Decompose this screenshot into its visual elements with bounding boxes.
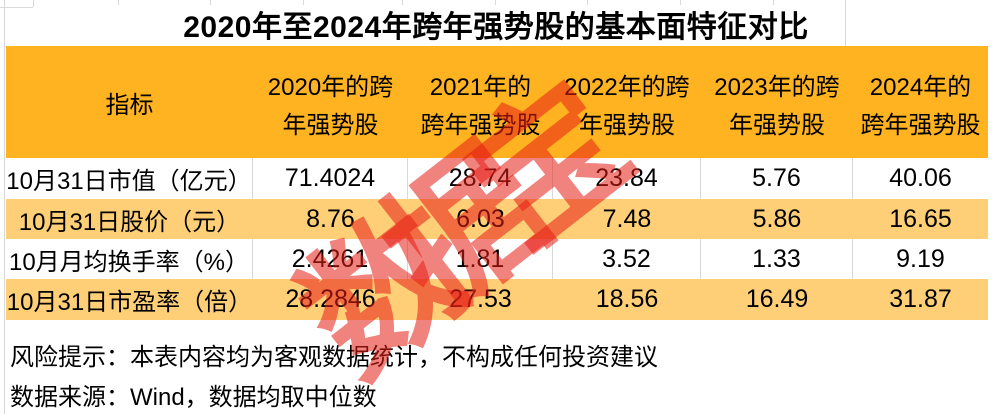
page-title: 2020年至2024年跨年强势股的基本面特征对比: [183, 11, 809, 44]
cell-value: 18.56: [595, 285, 659, 313]
gridline: [0, 7, 33, 8]
row-label: 10月31日市值（亿元）: [6, 158, 253, 199]
cell-value: 40.06: [889, 164, 952, 192]
cell-value: 6.03: [456, 204, 505, 233]
header-line: 跨年强势股: [860, 112, 981, 139]
cell-value: 5.86: [752, 204, 802, 233]
gridline: [587, 0, 588, 5]
gridline: [402, 0, 403, 5]
table-row-pe-ratio: 10月31日市盈率（倍） 28.2846 27.53 18.56 16.49 3…: [6, 279, 988, 320]
cell-value: 31.87: [889, 285, 952, 313]
gridline: [33, 0, 34, 7]
header-line: 2020年的跨: [267, 74, 394, 101]
table-row-market-cap: 10月31日市值（亿元） 71.4024 28.74 23.84 5.76 40…: [6, 158, 988, 199]
header-line: 2023年的跨: [714, 74, 840, 101]
gridline: [4, 0, 5, 414]
header-line: 年强势股: [729, 112, 825, 139]
cell-value: 28.2846: [285, 285, 376, 313]
header-cell-2023: 2023年的跨 年强势股: [701, 46, 853, 158]
cell-value: 3.52: [553, 239, 701, 279]
header-line: 年强势股: [282, 112, 379, 139]
cell-value: 8.76: [306, 204, 355, 233]
cell-value: 7.48: [602, 204, 652, 233]
gridline: [773, 0, 774, 5]
header-line: 2022年的跨: [564, 74, 690, 101]
gridline: [680, 0, 681, 5]
cell-value: 2.4261: [253, 239, 408, 279]
header-cell-2022: 2022年的跨 年强势股: [553, 46, 701, 158]
data-source-note: 数据来源：Wind，数据均取中位数: [10, 384, 377, 411]
row-label: 10月31日股价（元）: [18, 208, 241, 236]
header-cell-2024: 2024年的 跨年强势股: [853, 46, 988, 158]
header-line: 跨年强势股: [420, 112, 541, 139]
table-row-share-price: 10月31日股价（元） 8.76 6.03 7.48 5.86 16.65: [6, 199, 988, 239]
header-line: 2021年的: [429, 74, 532, 101]
header-cell-2021: 2021年的 跨年强势股: [408, 46, 553, 158]
indicator-label: 指标: [105, 91, 154, 119]
header-cell-indicator: 指标: [6, 46, 253, 158]
cell-value: 1.81: [408, 239, 553, 279]
gridline: [118, 0, 119, 5]
table-header-row: 指标 2020年的跨 年强势股 2021年的 跨年强势股 2022年的跨 年强势…: [6, 46, 988, 158]
gridline: [845, 0, 846, 46]
gridline: [303, 0, 304, 5]
cell-value: 23.84: [553, 158, 701, 199]
cell-value: 71.4024: [253, 158, 408, 199]
cell-value: 16.65: [889, 204, 952, 233]
gridline: [210, 0, 211, 5]
cell-value: 16.49: [745, 285, 809, 313]
cell-value: 27.53: [449, 285, 512, 313]
row-label: 10月31日市盈率（倍）: [6, 289, 253, 316]
cell-value: 9.19: [896, 244, 945, 273]
gridline: [495, 0, 496, 5]
header-line: 2024年的: [869, 74, 972, 101]
row-label: 10月月均换手率（%）: [6, 239, 253, 279]
header-cell-2020: 2020年的跨 年强势股: [253, 46, 408, 158]
cell-value: 5.76: [701, 158, 853, 199]
risk-note: 风险提示：本表内容均为客观数据统计，不构成任何投资建议: [10, 344, 658, 371]
cell-value: 1.33: [701, 239, 853, 279]
data-table: 指标 2020年的跨 年强势股 2021年的 跨年强势股 2022年的跨 年强势…: [6, 46, 988, 320]
cell-value: 28.74: [408, 158, 553, 199]
header-line: 年强势股: [579, 112, 675, 139]
table-row-turnover: 10月月均换手率（%） 2.4261 1.81 3.52 1.33 9.19: [6, 239, 988, 279]
